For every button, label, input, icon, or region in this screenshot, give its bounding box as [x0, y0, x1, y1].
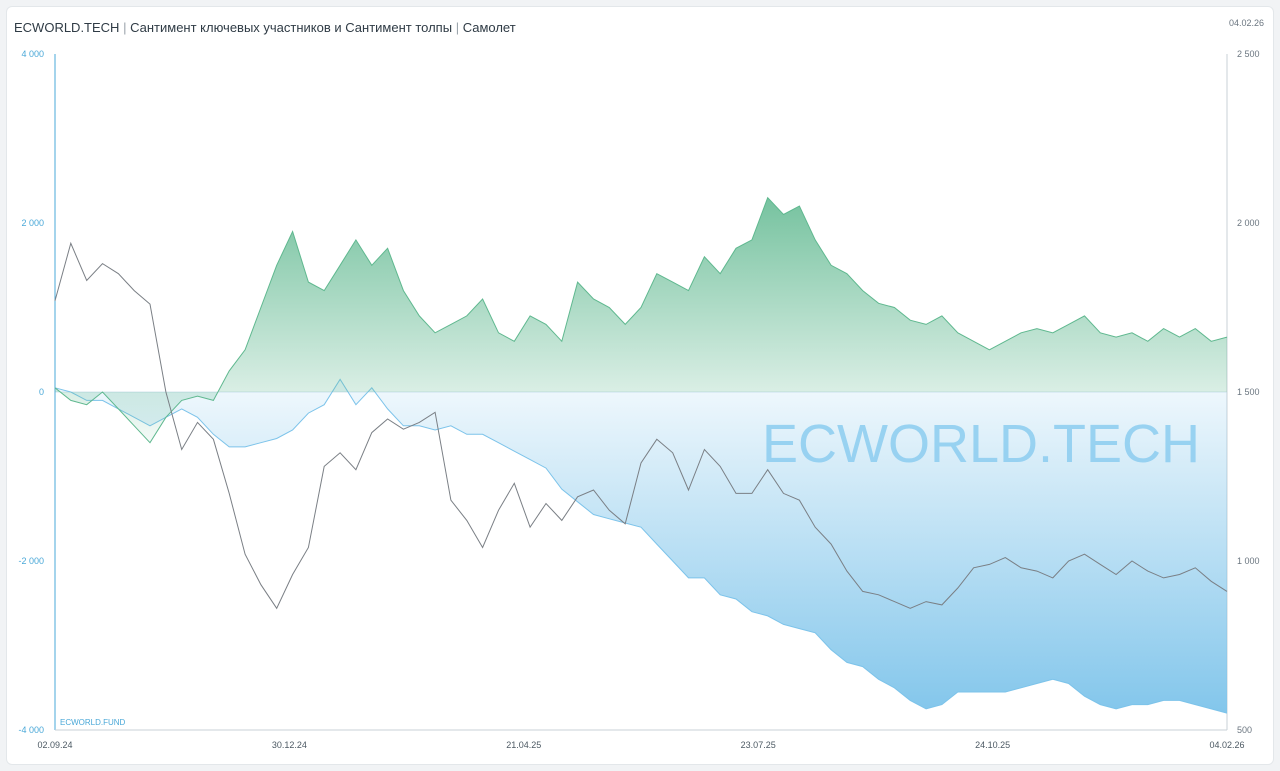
key-participants-area: [55, 197, 1227, 443]
right-axis-tick-label: 2 500: [1237, 49, 1260, 59]
x-axis-tick-label: 23.07.25: [741, 740, 776, 750]
left-axis-tick-label: -2 000: [18, 556, 44, 566]
right-axis-tick-label: 500: [1237, 725, 1252, 735]
x-axis-tick-label: 21.04.25: [506, 740, 541, 750]
left-axis-tick-label: 4 000: [21, 49, 44, 59]
key-participants-line: [54, 196, 1228, 444]
title-ticker: Самолет: [462, 20, 516, 35]
title-subtitle: Сантимент ключевых участников и Сантимен…: [130, 20, 453, 35]
watermark-text: ECWORLD.TECH: [762, 414, 1200, 474]
title-separator: |: [123, 20, 127, 35]
right-axis-tick-label: 2 000: [1237, 218, 1260, 228]
chart-title: ECWORLD.TECH | Сантимент ключевых участн…: [14, 20, 516, 35]
x-axis-tick-label: 30.12.24: [272, 740, 307, 750]
right-axis-tick-label: 1 000: [1237, 556, 1260, 566]
crowd-sentiment-area: [55, 379, 1227, 714]
right-axis-tick-label: 1 500: [1237, 387, 1260, 397]
x-axis-tick-label: 24.10.25: [975, 740, 1010, 750]
title-separator-2: |: [455, 20, 460, 35]
x-axis-tick-label: 04.02.26: [1209, 740, 1244, 750]
left-axis-tick-label: 2 000: [21, 218, 44, 228]
x-axis-tick-label: 02.09.24: [37, 740, 72, 750]
crowd-sentiment-line: [54, 378, 1228, 714]
left-axis-tick-label: -4 000: [18, 725, 44, 735]
footer-label: ECWORLD.FUND: [60, 718, 126, 727]
top-right-date: 04.02.26: [1228, 18, 1264, 28]
price-line: [54, 241, 1228, 610]
left-axis-tick-label: 0: [39, 387, 44, 397]
title-brand: ECWORLD.TECH: [14, 20, 120, 35]
